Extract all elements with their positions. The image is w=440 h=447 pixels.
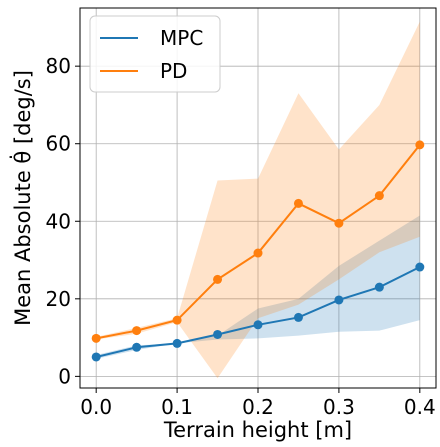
x-tick-label: 0.2 bbox=[242, 395, 274, 419]
x-tick-label: 0.3 bbox=[323, 395, 355, 419]
y-axis-ticks: 0 20 40 60 80 bbox=[46, 54, 80, 388]
pd-point bbox=[132, 326, 142, 336]
x-axis-label: Terrain height [m] bbox=[163, 418, 352, 442]
legend-label-mpc: MPC bbox=[160, 26, 203, 50]
pd-point bbox=[293, 198, 303, 208]
y-tick-label: 20 bbox=[46, 287, 71, 311]
mpc-point bbox=[132, 342, 142, 352]
x-tick-label: 0.1 bbox=[161, 395, 193, 419]
pd-point bbox=[334, 218, 344, 228]
mpc-point bbox=[415, 262, 425, 272]
pd-point bbox=[172, 315, 182, 325]
mpc-point bbox=[253, 320, 263, 330]
pd-band bbox=[96, 21, 420, 379]
pd-point bbox=[213, 274, 223, 284]
mpc-point bbox=[91, 352, 101, 362]
mpc-point bbox=[172, 338, 182, 348]
mpc-point bbox=[293, 312, 303, 322]
y-tick-label: 0 bbox=[58, 364, 71, 388]
pd-point bbox=[374, 191, 384, 201]
series-points bbox=[91, 140, 425, 362]
mpc-point bbox=[213, 329, 223, 339]
y-tick-label: 80 bbox=[46, 54, 71, 78]
pd-point bbox=[415, 140, 425, 150]
pd-point bbox=[91, 333, 101, 343]
confidence-bands bbox=[96, 21, 420, 379]
x-tick-label: 0.4 bbox=[404, 395, 436, 419]
pd-point bbox=[253, 248, 263, 258]
legend: MPC PD bbox=[89, 15, 221, 93]
y-tick-label: 60 bbox=[46, 132, 71, 156]
x-axis-ticks: 0.0 0.1 0.2 0.3 0.4 bbox=[80, 388, 436, 419]
x-tick-label: 0.0 bbox=[80, 395, 112, 419]
legend-label-pd: PD bbox=[160, 59, 187, 83]
mpc-band bbox=[96, 215, 420, 359]
mpc-point bbox=[374, 282, 384, 292]
legend-box bbox=[89, 15, 221, 93]
y-axis-label: Mean Absolute θ̇ [deg/s] bbox=[9, 70, 35, 326]
y-tick-label: 40 bbox=[46, 209, 71, 233]
mpc-point bbox=[334, 295, 344, 305]
